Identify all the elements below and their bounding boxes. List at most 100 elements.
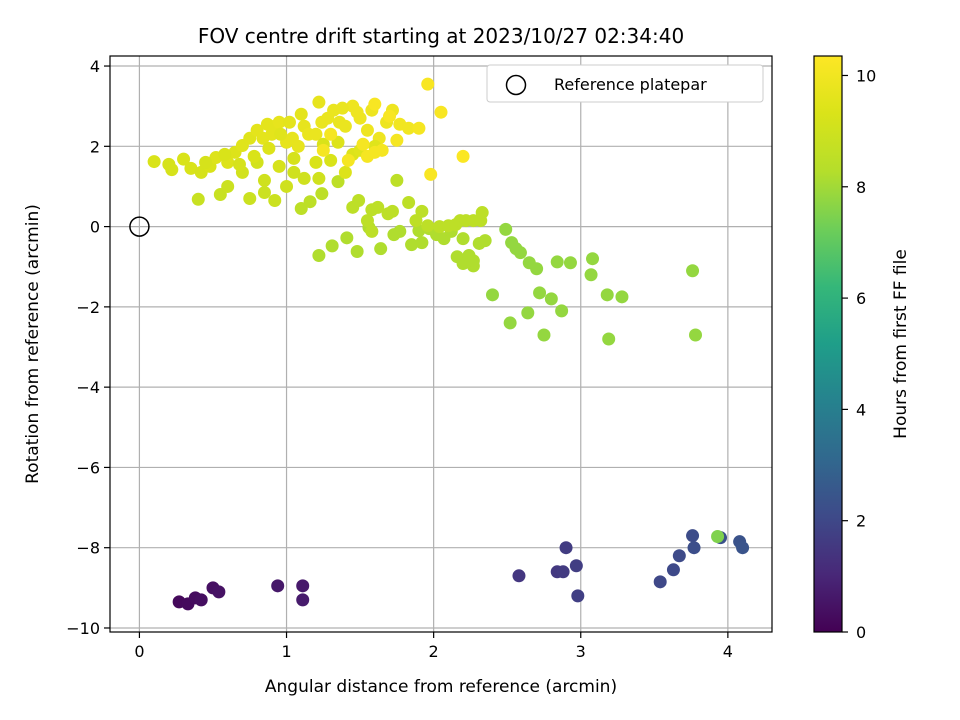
- drift-point: [512, 569, 526, 583]
- colorbar: 0 2 4 6 8 10 Hours from first FF file: [813, 55, 911, 642]
- drift-point: [360, 123, 374, 137]
- drift-point: [212, 585, 226, 599]
- drift-point: [550, 255, 564, 269]
- drift-point: [421, 77, 435, 91]
- colorbar-ticks: 0 2 4 6 8 10: [842, 66, 876, 642]
- drift-point: [556, 565, 570, 579]
- drift-point: [282, 115, 296, 129]
- y-tick-label: 0: [90, 218, 100, 237]
- drift-point: [271, 579, 285, 593]
- drift-point: [296, 593, 310, 607]
- drift-point: [340, 231, 354, 245]
- drift-point: [686, 264, 700, 278]
- grid-layer: [110, 56, 772, 632]
- drift-point: [257, 185, 271, 199]
- drift-point: [294, 107, 308, 121]
- colorbar-gradient: [813, 55, 843, 633]
- drift-point: [274, 127, 288, 141]
- drift-point: [309, 127, 323, 141]
- drift-point: [405, 238, 419, 252]
- drift-point: [360, 214, 374, 228]
- drift-point: [615, 290, 629, 304]
- drift-point: [191, 192, 205, 206]
- colorbar-tick-label: 6: [856, 289, 866, 308]
- reference-platepar-marker: [129, 216, 150, 237]
- drift-point: [315, 187, 329, 201]
- colorbar-tick-label: 10: [856, 66, 876, 85]
- plot-frame: [109, 55, 773, 633]
- drift-point: [356, 137, 370, 151]
- x-tick-label: 4: [723, 642, 733, 661]
- drift-point: [331, 175, 345, 189]
- drift-point: [584, 268, 598, 282]
- y-tick-label: −6: [76, 458, 100, 477]
- legend-marker-reference: [505, 74, 527, 96]
- drift-point: [415, 236, 429, 250]
- colorbar-tick-label: 8: [856, 178, 866, 197]
- drift-point: [375, 143, 389, 157]
- drift-point: [559, 541, 573, 555]
- x-tick-label: 2: [429, 642, 439, 661]
- drift-point: [312, 95, 326, 109]
- drift-point: [600, 288, 614, 302]
- drift-point: [424, 167, 438, 181]
- drift-point: [412, 121, 426, 135]
- drift-point: [303, 195, 317, 209]
- drift-point: [312, 248, 326, 262]
- drift-point: [324, 127, 338, 141]
- drift-point: [571, 589, 585, 603]
- drift-point: [385, 204, 399, 218]
- x-tick-label: 3: [576, 642, 586, 661]
- ticks-layer: 0 1 2 3 4 −10 −8 −6 −4 −2 0 2 4: [66, 57, 733, 661]
- drift-point: [350, 244, 364, 258]
- drift-point: [602, 332, 616, 346]
- legend-box: [486, 64, 764, 103]
- points-layer: [129, 77, 750, 611]
- drift-point: [555, 304, 569, 318]
- drift-point: [294, 202, 308, 216]
- x-tick-label: 1: [281, 642, 291, 661]
- legend-label-reference: Reference platepar: [554, 75, 707, 94]
- drift-point: [365, 224, 379, 238]
- drift-point: [537, 328, 551, 342]
- y-tick-label: −4: [76, 378, 100, 397]
- drift-point: [466, 254, 480, 268]
- drift-point: [243, 191, 257, 205]
- drift-point: [296, 579, 310, 593]
- drift-point: [272, 115, 286, 129]
- drift-point: [402, 196, 416, 210]
- drift-point: [316, 143, 330, 157]
- drift-point: [262, 141, 276, 155]
- drift-point: [218, 147, 232, 161]
- drift-point: [521, 306, 535, 320]
- drift-point: [402, 121, 416, 135]
- colorbar-tick-label: 0: [856, 623, 866, 642]
- drift-point: [287, 165, 301, 179]
- drift-point: [383, 109, 397, 123]
- drift-point: [338, 165, 352, 179]
- colorbar-label: Hours from first FF file: [891, 249, 911, 439]
- drift-point: [689, 328, 703, 342]
- drift-point: [456, 149, 470, 163]
- drift-point: [194, 593, 208, 607]
- drift-point: [221, 179, 235, 193]
- drift-point: [257, 173, 271, 187]
- drift-point: [297, 171, 311, 185]
- drift-point: [291, 139, 305, 153]
- drift-point: [499, 222, 513, 236]
- drift-point: [421, 219, 435, 233]
- drift-point: [687, 541, 701, 555]
- drift-point: [341, 153, 355, 167]
- drift-point: [393, 224, 407, 238]
- drift-point: [533, 286, 547, 300]
- y-tick-label: −10: [66, 619, 100, 638]
- drift-point: [513, 246, 527, 260]
- colorbar-tick-label: 4: [856, 400, 866, 419]
- drift-point: [686, 529, 700, 543]
- drift-point: [147, 155, 161, 169]
- x-tick-label: 0: [134, 642, 144, 661]
- drift-point: [390, 173, 404, 187]
- drift-point: [711, 529, 725, 543]
- drift-point: [409, 214, 423, 228]
